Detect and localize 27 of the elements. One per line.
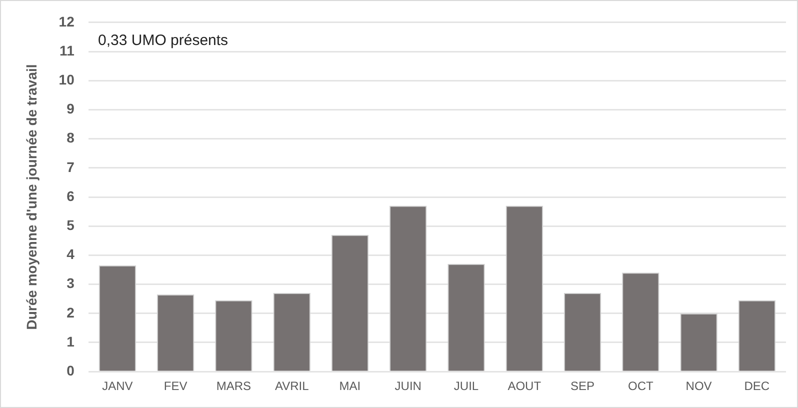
x-tick-label: JUIL bbox=[454, 379, 479, 394]
y-tick-label: 4 bbox=[66, 246, 75, 262]
y-tick-label: 11 bbox=[60, 42, 75, 58]
y-tick-label: 2 bbox=[66, 304, 75, 320]
x-tick-label: JANV bbox=[102, 379, 133, 394]
x-tick-label: FEV bbox=[164, 379, 188, 394]
y-tick-label: 3 bbox=[66, 275, 75, 292]
y-tick-label: 7 bbox=[66, 158, 75, 175]
x-tick-label: OCT bbox=[628, 379, 654, 394]
y-tick-label: 0 bbox=[66, 362, 75, 378]
x-tick-label: MARS bbox=[216, 379, 252, 394]
y-tick-label: 10 bbox=[58, 71, 75, 88]
y-tick-label: 5 bbox=[66, 216, 75, 233]
y-axis-title: Durée moyenne d'une journée de travail bbox=[23, 64, 40, 330]
y-tick-label: 8 bbox=[66, 130, 75, 146]
x-tick-label: JUIN bbox=[394, 379, 422, 394]
y-tick-label: 12 bbox=[58, 13, 75, 30]
y-tick-label: 6 bbox=[66, 188, 75, 204]
x-tick-label: SEP bbox=[570, 379, 595, 394]
x-tick-label: AOUT bbox=[508, 379, 542, 394]
annotation: 0,33 UMO présents bbox=[98, 32, 228, 49]
x-tick-label: AVRIL bbox=[274, 379, 310, 394]
y-tick-label: 1 bbox=[66, 333, 75, 350]
x-tick-label: NOV bbox=[686, 379, 712, 394]
x-tick-label: MAI bbox=[339, 379, 361, 394]
y-tick-label: 9 bbox=[66, 100, 75, 117]
x-tick-label: DEC bbox=[744, 379, 770, 394]
